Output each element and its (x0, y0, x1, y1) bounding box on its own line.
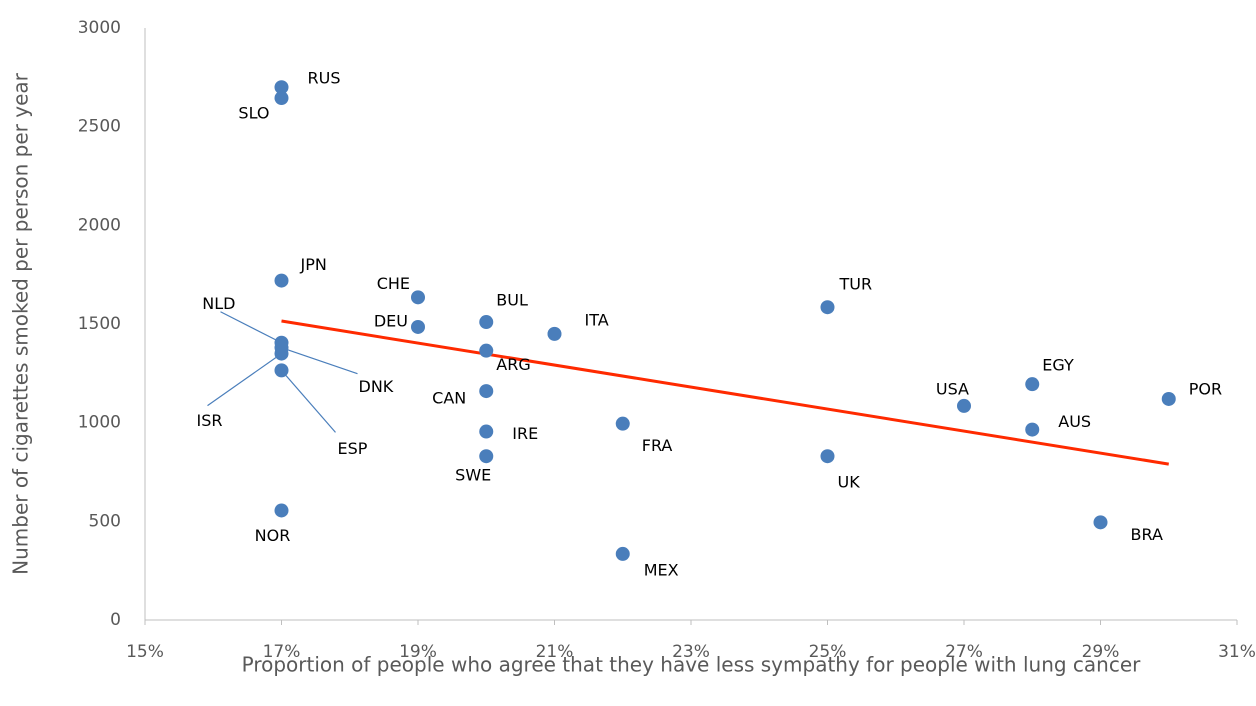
point (479, 384, 494, 399)
point (547, 326, 562, 341)
x-tick-label: 21% (536, 642, 574, 662)
point (820, 449, 835, 464)
x-tick-label: 17% (263, 642, 301, 662)
y-axis-title: Number of cigarettes smoked per person p… (9, 72, 33, 575)
point-label: TUR (839, 275, 873, 294)
y-tick-label: 2000 (78, 215, 121, 235)
point (411, 319, 425, 334)
point (1025, 377, 1040, 392)
point-label: ITA (585, 310, 609, 329)
point-label: CAN (432, 389, 466, 408)
point (274, 273, 289, 288)
leader-line (281, 369, 336, 433)
point (820, 300, 835, 315)
trendline (281, 319, 1169, 466)
point (274, 503, 289, 518)
point-label: FRA (642, 436, 673, 455)
point-label: SLO (238, 104, 269, 123)
point-label: MEX (644, 560, 679, 579)
point (411, 290, 425, 305)
x-tick-label: 31% (1218, 642, 1256, 662)
point (957, 398, 971, 413)
leader-line (207, 353, 282, 407)
point-label: IRE (512, 424, 538, 443)
leader-line (220, 311, 282, 344)
point (1025, 422, 1040, 437)
point (274, 346, 289, 361)
point (274, 363, 289, 378)
y-tick-label: 1000 (78, 413, 121, 433)
point (274, 80, 289, 95)
y-tick-label: 2500 (78, 117, 121, 137)
point-label: ARG (496, 355, 530, 374)
point (479, 424, 494, 439)
point-label: NOR (255, 526, 291, 545)
x-tick-label: 29% (1082, 642, 1120, 662)
point-label: AUS (1058, 412, 1091, 431)
point-label: UK (838, 473, 861, 492)
point-label: BUL (496, 291, 528, 310)
point (1093, 515, 1108, 530)
point-label: DNK (359, 377, 394, 396)
point (479, 343, 494, 358)
point-label: BRA (1131, 525, 1163, 544)
x-tick-label: 15% (126, 642, 164, 662)
x-tick-label: 25% (809, 642, 847, 662)
point (615, 546, 630, 561)
point-label: RUS (308, 69, 341, 88)
point (1161, 391, 1176, 406)
x-axis-title: Proportion of people who agree that they… (242, 653, 1142, 677)
point-label: ISR (197, 411, 223, 430)
point-label: SWE (455, 466, 491, 485)
y-tick-label: 500 (89, 511, 121, 531)
point-label: USA (936, 379, 969, 398)
point-label: ESP (338, 439, 368, 458)
x-tick-label: 27% (945, 642, 983, 662)
x-tick-label: 19% (399, 642, 437, 662)
point-label: EGY (1042, 356, 1074, 375)
point (274, 91, 289, 106)
y-tick-label: 1500 (78, 314, 121, 334)
leader-line (281, 347, 358, 375)
point-label: POR (1189, 379, 1222, 398)
point-label: JPN (300, 255, 327, 274)
point-label: DEU (374, 311, 408, 330)
y-tick-label: 3000 (78, 18, 121, 38)
x-tick-label: 23% (672, 642, 710, 662)
point (615, 416, 630, 431)
point (479, 449, 494, 464)
point (479, 315, 494, 330)
y-tick-label: 0 (110, 610, 121, 630)
point-label: NLD (202, 294, 235, 313)
point-label: CHE (377, 274, 410, 293)
